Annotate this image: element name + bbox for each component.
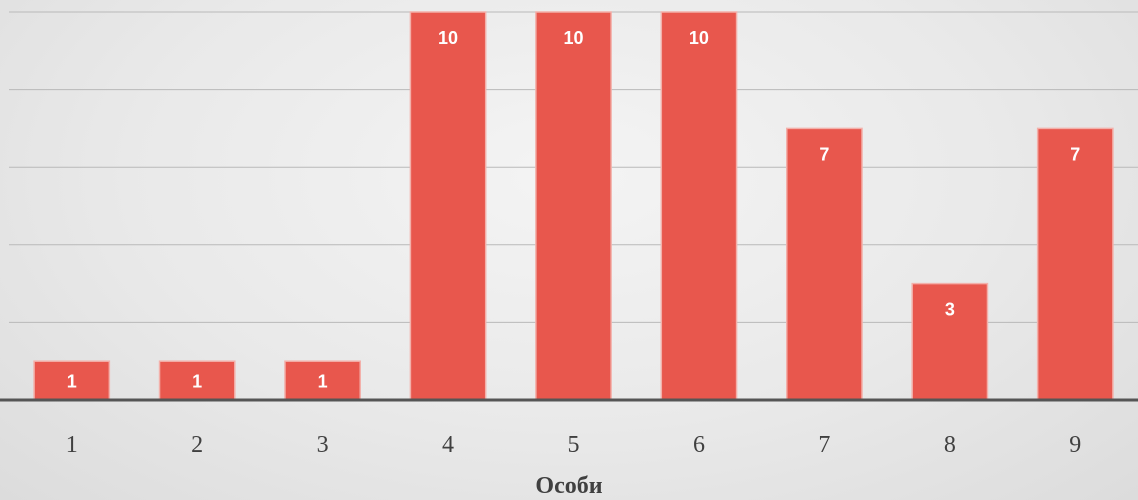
x-tick-label-9: 9 [1069,432,1081,458]
data-label-8: 3 [945,300,955,320]
x-tick-label-7: 7 [818,432,830,458]
data-label-4: 10 [438,28,458,48]
data-label-6: 10 [689,28,709,48]
x-tick-labels: 1 2 3 4 5 6 7 8 9 [66,432,1082,458]
bars: 1 1 1 10 10 10 7 3 7 [33,11,1114,401]
x-tick-label-6: 6 [693,432,705,458]
data-label-3: 1 [318,372,328,392]
x-tick-label-3: 3 [317,432,329,458]
x-tick-label-1: 1 [66,432,78,458]
data-label-2: 1 [192,372,202,392]
x-axis-title: Особи [535,473,602,499]
bar-1 [33,360,111,401]
bar-9 [1036,127,1114,401]
x-tick-label-2: 2 [191,432,203,458]
data-label-1: 1 [67,372,77,392]
bar-5 [535,11,612,401]
bar-6 [660,11,738,401]
x-tick-label-4: 4 [442,432,454,458]
data-label-9: 7 [1070,144,1080,164]
data-label-5: 10 [563,28,583,48]
bar-8 [911,282,989,401]
bar-3 [284,360,361,401]
bar-7 [786,127,863,401]
x-tick-label-8: 8 [944,432,956,458]
bar-4 [409,11,487,401]
data-label-7: 7 [819,144,829,164]
x-tick-label-5: 5 [568,432,580,458]
